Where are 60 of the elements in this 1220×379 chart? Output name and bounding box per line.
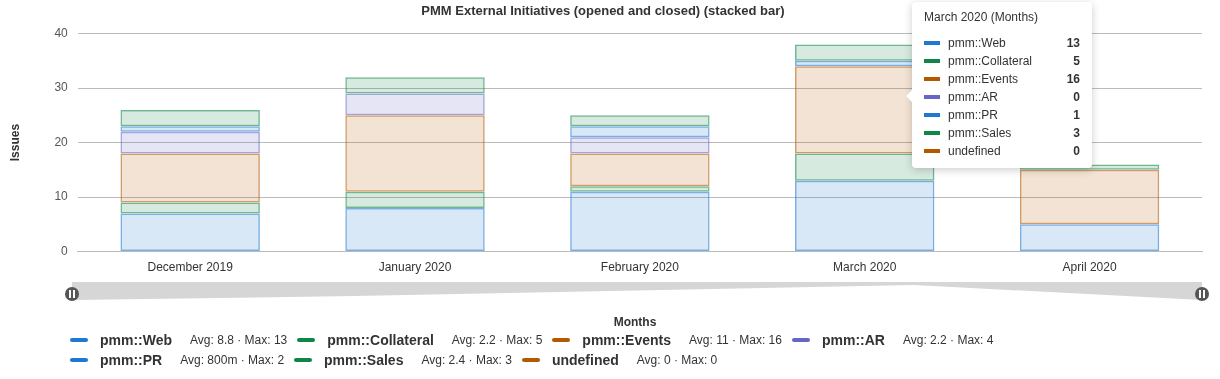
x-tick-label: January 2020	[378, 260, 452, 275]
y-tick-label: 10	[54, 189, 69, 204]
annotation: 16	[1066, 72, 1080, 86]
bar	[345, 191, 485, 208]
annotation: 1	[1073, 108, 1080, 122]
y-axis-title: Issues	[7, 123, 22, 162]
bar	[570, 153, 710, 187]
text: pmm::AR	[948, 90, 999, 104]
y-tick-label: 20	[54, 134, 69, 149]
x-tick-label: March 2020	[833, 260, 897, 275]
bar	[345, 77, 485, 94]
text: Avg: 8.8 · Max: 13	[190, 333, 288, 347]
text: Avg: 800m · Max: 2	[180, 353, 285, 367]
text: Avg: 0 · Max: 0	[636, 353, 718, 367]
bar	[345, 208, 485, 252]
text: March 2020 (Months)	[924, 10, 1040, 24]
annotation: 5	[1073, 54, 1080, 68]
x-tick-label: December 2019	[147, 260, 234, 275]
y-tick-label: 0	[61, 243, 69, 258]
legend-label: pmm::Sales	[948, 126, 1013, 140]
legend-label: pmm::Events	[948, 72, 1020, 86]
annotation: 3	[1073, 126, 1080, 140]
text: Avg: 2.2 · Max: 5	[451, 333, 543, 347]
text: Avg: 11 · Max: 16	[689, 333, 782, 347]
bar	[120, 131, 260, 154]
text: pmm::Collateral	[327, 332, 434, 348]
text: Avg: 2.4 · Max: 3	[421, 353, 512, 367]
bar	[120, 202, 260, 214]
text: Avg: 2.2 · Max: 4	[902, 333, 994, 347]
x-axis-title: Months	[612, 315, 658, 329]
bar	[120, 213, 260, 252]
bar	[795, 153, 935, 181]
bar	[1019, 224, 1160, 252]
text: pmm::Sales	[324, 352, 404, 368]
bar	[795, 180, 935, 252]
bar	[570, 115, 710, 127]
legend-label: pmm::Collateral	[948, 54, 1034, 68]
bar	[120, 109, 260, 127]
annotation: 0	[1073, 90, 1080, 104]
text: pmm::Web	[948, 36, 1006, 50]
bar	[345, 115, 485, 192]
bar	[570, 137, 710, 154]
bar	[570, 191, 710, 252]
legend-label: pmm::AR	[821, 332, 885, 348]
text: undefined	[948, 144, 1001, 158]
bar	[570, 126, 710, 138]
y-tick-label: 40	[54, 25, 69, 40]
annotation: 13	[1066, 36, 1080, 50]
x-tick-label: April 2020	[1062, 260, 1117, 275]
text: pmm::Events	[582, 332, 672, 348]
y-tick-label: 30	[54, 80, 69, 95]
bar	[120, 153, 260, 203]
x-tick-label: February 2020	[600, 260, 680, 275]
legend-label: pmm::Web	[100, 332, 173, 348]
legend-label: pmm::PR	[948, 108, 999, 122]
bar	[345, 93, 485, 116]
text: pmm::PR	[100, 352, 163, 368]
legend-label: undefined	[551, 352, 619, 368]
chart-title: PMM External Initiatives (opened and closed) (stacked bar)	[421, 3, 785, 19]
annotation: 0	[1073, 144, 1080, 158]
